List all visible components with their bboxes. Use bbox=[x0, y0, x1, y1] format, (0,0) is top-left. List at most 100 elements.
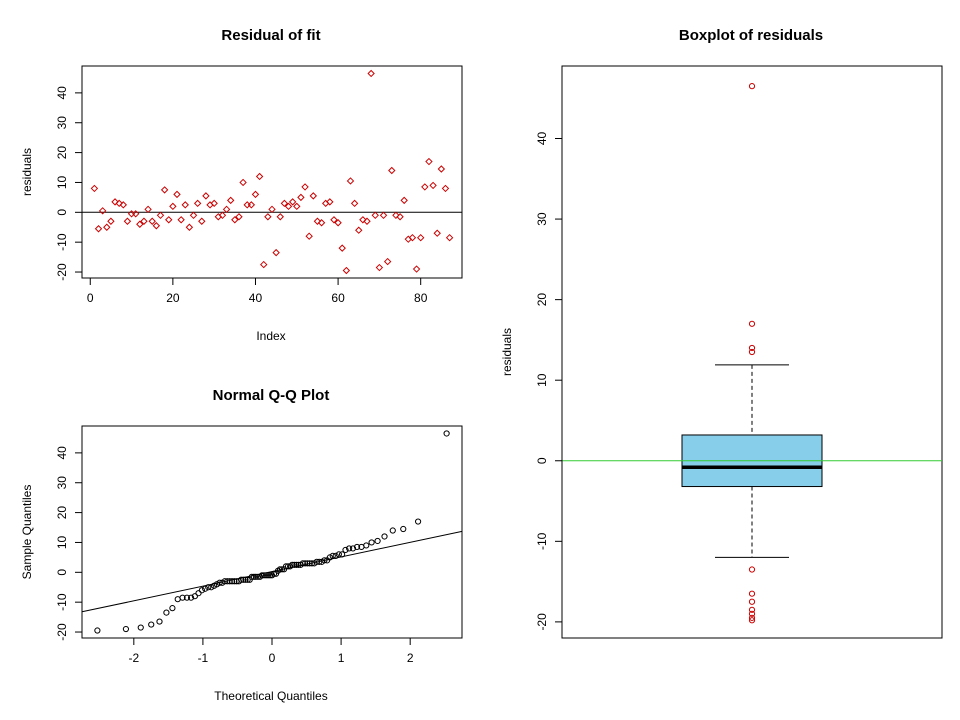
outlier-point bbox=[748, 614, 756, 621]
qq-point bbox=[342, 546, 349, 554]
qq-point bbox=[368, 539, 375, 546]
qq-point bbox=[163, 609, 170, 616]
residual-point bbox=[136, 220, 144, 228]
qq-point bbox=[231, 578, 238, 585]
residual-point bbox=[131, 210, 140, 218]
qq-plot-panel: Normal Q-Q Plot -2 -1 0 1 2 -20-10010203040 … bbox=[20, 387, 463, 703]
qq-point bbox=[258, 572, 266, 579]
residual-point bbox=[255, 172, 264, 181]
qq-point bbox=[260, 572, 268, 579]
outlier-point bbox=[748, 566, 756, 573]
residual-point bbox=[355, 226, 363, 234]
residual-point bbox=[429, 181, 437, 190]
qq-point bbox=[169, 605, 176, 612]
qq-point bbox=[299, 560, 306, 567]
qq-point bbox=[353, 543, 361, 551]
residual-point bbox=[127, 210, 136, 218]
qq-point bbox=[262, 572, 270, 579]
qq-point bbox=[238, 576, 245, 583]
qq-point bbox=[248, 573, 255, 580]
residual-point bbox=[383, 257, 392, 266]
qq-point bbox=[202, 585, 209, 592]
qq-point bbox=[289, 561, 296, 568]
residual-point bbox=[408, 233, 417, 242]
residual-scatter-y-tick-label: 40 bbox=[55, 86, 69, 100]
boxplot-y-label: residuals bbox=[500, 328, 514, 376]
residual-point bbox=[198, 217, 206, 225]
residual-points bbox=[90, 69, 454, 275]
qq-point bbox=[443, 430, 450, 437]
residual-point bbox=[90, 184, 99, 193]
residual-point bbox=[330, 216, 338, 224]
boxplot-y-tick-label: 40 bbox=[535, 132, 549, 146]
residual-point bbox=[309, 192, 318, 200]
boxplot-y-tick-label: 30 bbox=[535, 212, 549, 226]
residual-scatter-x-label: Index bbox=[256, 329, 285, 343]
qq-point bbox=[187, 594, 195, 601]
qq-plot-y-tick-label: 10 bbox=[55, 535, 69, 549]
residual-scatter-x-tick-label: 40 bbox=[249, 291, 263, 305]
residual-point bbox=[334, 219, 342, 227]
qq-point bbox=[179, 594, 186, 601]
qq-plot-y-tick-label: -20 bbox=[55, 623, 69, 641]
qq-plot-y-tick-label: 0 bbox=[55, 569, 69, 576]
residual-point bbox=[165, 216, 173, 224]
qq-point bbox=[94, 627, 101, 634]
residual-scatter-y-tick-label: 10 bbox=[55, 175, 69, 189]
residual-point bbox=[301, 183, 309, 191]
residual-point bbox=[160, 186, 169, 194]
residual-point bbox=[412, 265, 421, 273]
qq-point bbox=[264, 572, 272, 579]
residual-scatter-y-label: residuals bbox=[20, 148, 34, 196]
residual-scatter-panel: Residual of fit 0 20 40 60 80 -20 -10 0 10 20 30 4… bbox=[20, 27, 463, 343]
outlier-point bbox=[748, 606, 756, 613]
qq-plot-x-tick-label: 1 bbox=[338, 651, 345, 665]
residual-point bbox=[173, 190, 181, 199]
residual-point bbox=[305, 232, 313, 240]
residual-point bbox=[231, 216, 239, 224]
residual-point bbox=[350, 199, 359, 208]
boxplot-y-tick-label: 0 bbox=[535, 457, 549, 464]
residual-point bbox=[148, 217, 156, 225]
residual-point bbox=[181, 201, 189, 209]
boxplot-glyph bbox=[562, 83, 942, 624]
qq-point bbox=[250, 573, 257, 580]
residual-scatter-title: Residual of fit bbox=[221, 27, 320, 44]
residual-point bbox=[433, 229, 441, 237]
residual-point bbox=[144, 205, 152, 214]
residual-scatter-x-tick-label: 80 bbox=[414, 291, 428, 305]
residual-point bbox=[107, 217, 115, 225]
residual-point bbox=[202, 192, 210, 200]
residual-point bbox=[317, 219, 326, 227]
residual-point bbox=[243, 201, 251, 209]
outlier-point bbox=[748, 610, 756, 617]
qq-point bbox=[156, 618, 163, 625]
qq-point bbox=[400, 525, 407, 533]
residual-point bbox=[123, 217, 132, 225]
qq-point bbox=[242, 576, 249, 583]
qq-plot-title: Normal Q-Q Plot bbox=[213, 387, 330, 404]
residual-point bbox=[152, 222, 161, 230]
qq-point bbox=[205, 584, 212, 591]
residual-point bbox=[210, 199, 218, 208]
qq-point bbox=[191, 593, 198, 600]
residual-point bbox=[185, 223, 194, 231]
residual-point bbox=[272, 248, 280, 257]
residual-point bbox=[235, 213, 243, 221]
qq-point bbox=[291, 561, 298, 568]
qq-point bbox=[276, 566, 284, 573]
qq-point bbox=[329, 552, 336, 559]
residual-scatter-y-tick-label: -10 bbox=[55, 233, 69, 251]
qq-plot-x-tick-label: -1 bbox=[198, 651, 209, 665]
outlier-point bbox=[748, 348, 756, 356]
qq-point bbox=[293, 561, 300, 568]
residual-point bbox=[260, 260, 268, 269]
qq-point bbox=[254, 573, 262, 580]
residual-point bbox=[189, 211, 198, 220]
residual-point bbox=[363, 217, 371, 225]
qq-point bbox=[240, 576, 247, 583]
qq-point bbox=[346, 545, 353, 552]
qq-point bbox=[332, 552, 339, 559]
residual-point bbox=[239, 178, 247, 187]
